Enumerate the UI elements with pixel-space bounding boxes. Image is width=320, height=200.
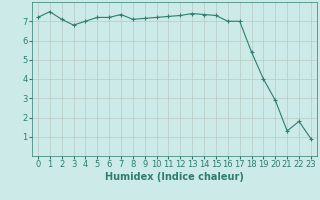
X-axis label: Humidex (Indice chaleur): Humidex (Indice chaleur) [105,172,244,182]
